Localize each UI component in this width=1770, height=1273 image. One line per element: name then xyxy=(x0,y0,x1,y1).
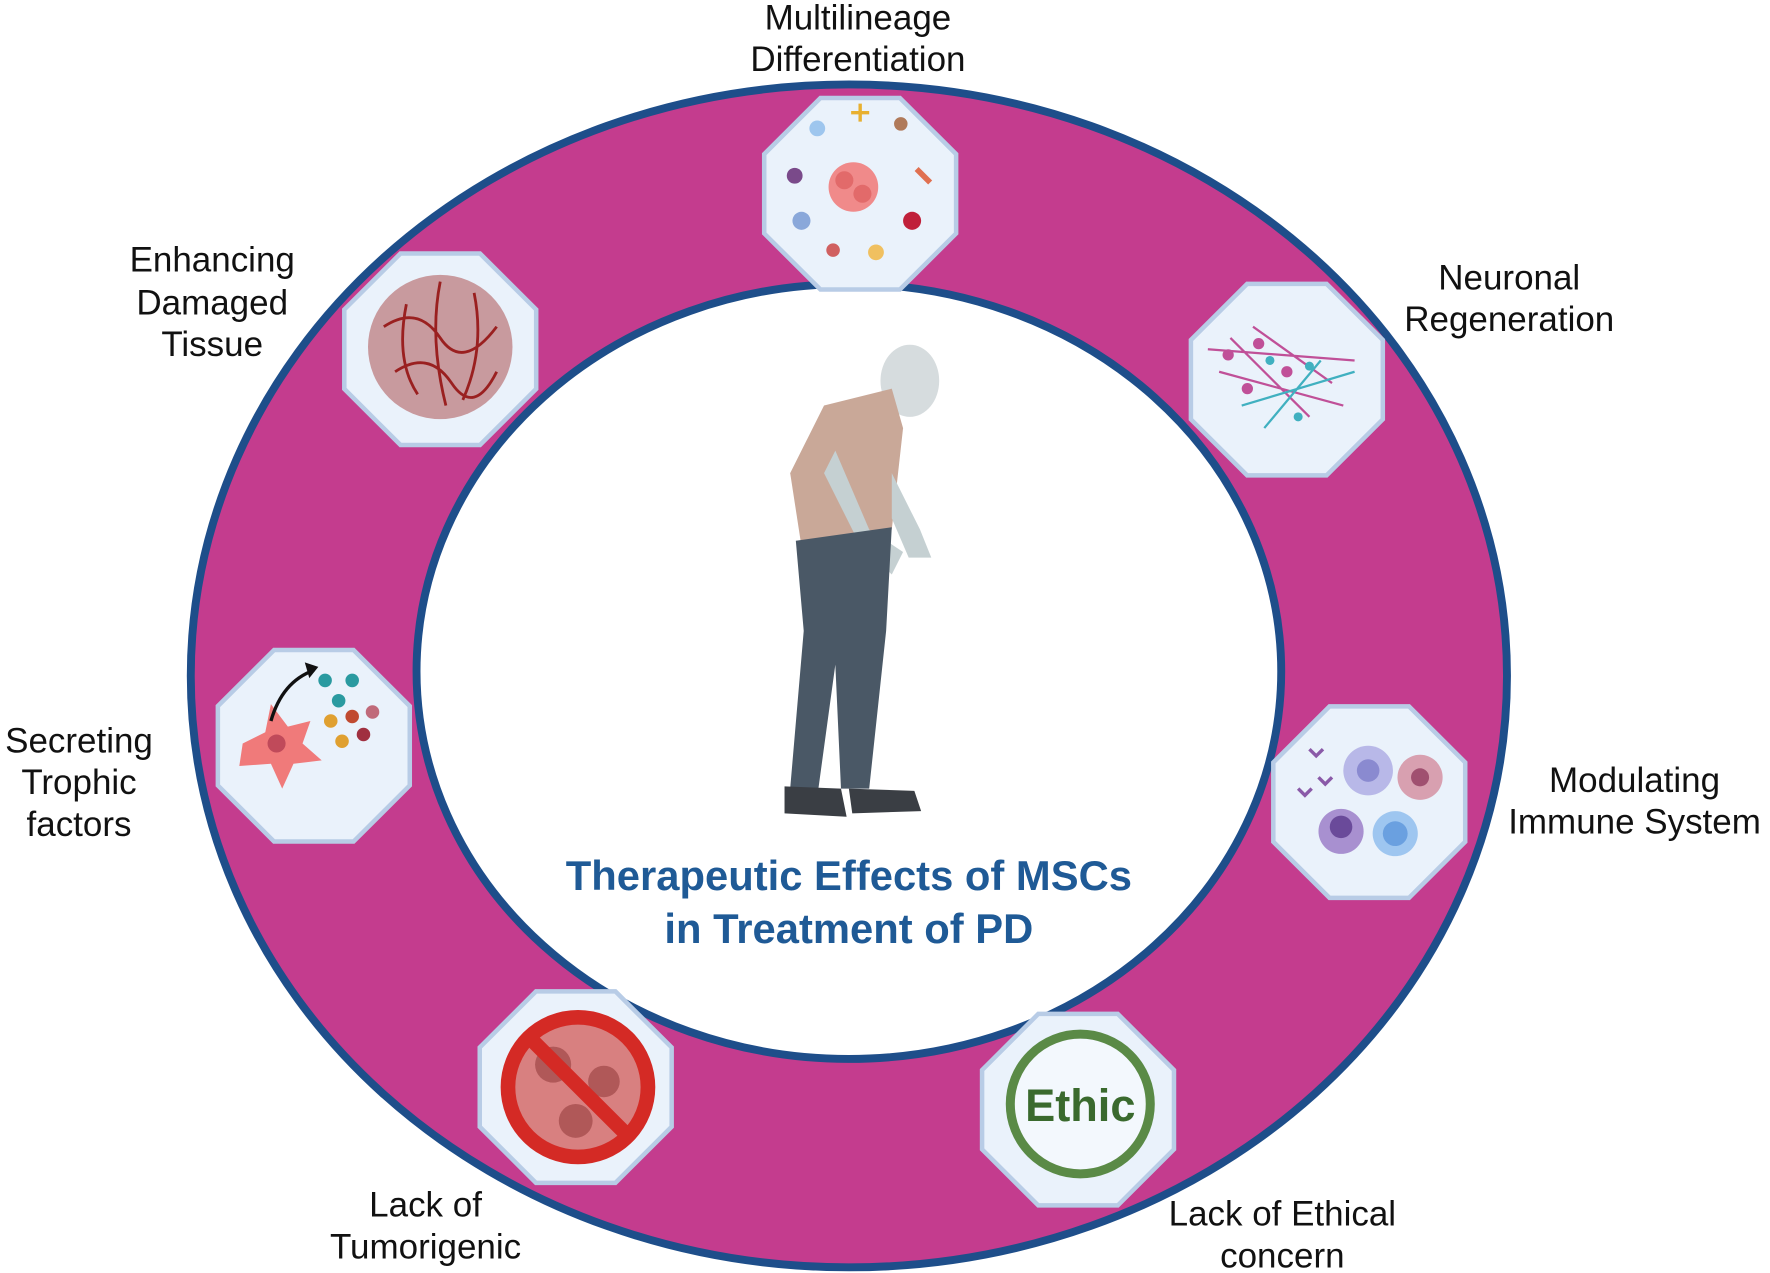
neurons-icon xyxy=(1207,325,1355,429)
center-title: Therapeutic Effects of MSCs in Treatment… xyxy=(566,852,1132,952)
cell-differentiation-icon xyxy=(786,103,933,261)
brain-icon xyxy=(367,274,513,420)
label-damaged: Damaged xyxy=(136,283,288,322)
octagon-immune-cells xyxy=(1271,704,1468,901)
ethic-badge-icon: Ethic xyxy=(1005,1029,1155,1179)
label-secreting: Secreting xyxy=(5,722,153,761)
label-neuronal: Neuronal xyxy=(1438,259,1580,298)
ethic-badge-text: Ethic xyxy=(1025,1080,1135,1131)
label-differentiation: Differentiation xyxy=(750,40,965,79)
title-line-1: Therapeutic Effects of MSCs xyxy=(566,852,1132,899)
label-multilineage: Multilineage xyxy=(765,0,952,37)
octagon-neurons xyxy=(1188,281,1386,478)
label-concern: concern xyxy=(1220,1236,1344,1273)
label-lack-of: Lack of xyxy=(369,1186,482,1225)
label-immune-system: Immune System xyxy=(1508,803,1761,842)
label-enhancing: Enhancing xyxy=(130,241,295,280)
label-factors: factors xyxy=(27,805,132,844)
label-tissue: Tissue xyxy=(161,325,263,364)
label-lack-ethical: Lack of Ethical xyxy=(1169,1195,1396,1234)
patient-figure-icon xyxy=(784,344,940,817)
title-line-2: in Treatment of PD xyxy=(664,905,1033,952)
label-trophic: Trophic xyxy=(21,763,136,802)
octagon-secreting-cell xyxy=(215,647,413,844)
label-modulating: Modulating xyxy=(1549,761,1720,800)
secreting-cell-icon xyxy=(239,662,380,789)
immune-cells-icon xyxy=(1296,745,1443,857)
label-tumorigenic: Tumorigenic xyxy=(330,1227,521,1266)
no-tumor-icon xyxy=(500,1009,656,1165)
label-regeneration: Regeneration xyxy=(1404,300,1614,339)
labels: Multilineage Differentiation Neuronal Re… xyxy=(5,0,1761,1273)
